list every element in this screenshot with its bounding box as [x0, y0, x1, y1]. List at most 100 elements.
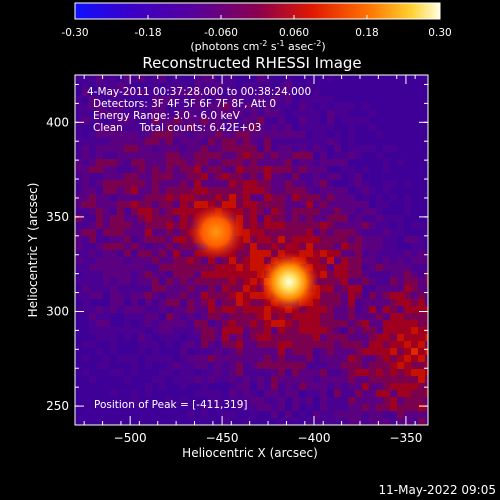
heatmap-cell: [334, 397, 341, 404]
heatmap-cell: [124, 152, 131, 159]
heatmap-cell: [250, 89, 257, 96]
heatmap-cell: [348, 159, 355, 166]
annotation-detectors: Detectors: 3F 4F 5F 6F 7F 8F, Att 0: [93, 98, 276, 110]
heatmap-cell: [418, 180, 425, 187]
heatmap-cell: [397, 131, 404, 138]
heatmap-cell: [173, 299, 180, 306]
heatmap-cell: [103, 397, 110, 404]
heatmap-cell: [292, 411, 299, 418]
heatmap-cell: [236, 418, 243, 425]
heatmap-cell: [418, 355, 425, 362]
heatmap-cell: [299, 194, 306, 201]
heatmap-cell: [418, 187, 425, 194]
heatmap-cell: [411, 278, 418, 285]
heatmap-cell: [411, 173, 418, 180]
heatmap-cell: [187, 82, 194, 89]
heatmap-cell: [292, 201, 299, 208]
heatmap-cell: [334, 285, 341, 292]
heatmap-cell: [285, 187, 292, 194]
heatmap-cell: [250, 243, 257, 250]
heatmap-cell: [299, 236, 306, 243]
heatmap-cell: [390, 215, 397, 222]
heatmap-cell: [173, 306, 180, 313]
heatmap-cell: [124, 250, 131, 257]
heatmap-cell: [355, 250, 362, 257]
heatmap-cell: [82, 229, 89, 236]
heatmap-cell: [257, 418, 264, 425]
heatmap-cell: [103, 194, 110, 201]
heatmap-cell: [152, 383, 159, 390]
heatmap-cell: [124, 320, 131, 327]
heatmap-cell: [285, 138, 292, 145]
heatmap-cell: [103, 257, 110, 264]
heatmap-cell: [166, 369, 173, 376]
heatmap-cell: [222, 299, 229, 306]
heatmap-cell: [292, 313, 299, 320]
heatmap-cell: [313, 75, 320, 82]
heatmap-cell: [313, 236, 320, 243]
heatmap-cell: [313, 89, 320, 96]
heatmap-cell: [194, 348, 201, 355]
heatmap-cell: [383, 355, 390, 362]
heatmap-cell: [362, 390, 369, 397]
heatmap-cell: [89, 152, 96, 159]
heatmap-cell: [96, 75, 103, 82]
heatmap-cell: [159, 278, 166, 285]
heatmap-cell: [327, 376, 334, 383]
heatmap-cell: [425, 257, 428, 264]
heatmap-cell: [110, 334, 117, 341]
heatmap-cell: [243, 264, 250, 271]
heatmap-cell: [264, 138, 271, 145]
heatmap-cell: [138, 411, 145, 418]
footer-timestamp: 11-May-2022 09:05: [379, 483, 496, 497]
heatmap-cell: [89, 194, 96, 201]
heatmap-cell: [257, 96, 264, 103]
heatmap-cell: [117, 264, 124, 271]
heatmap-cell: [236, 75, 243, 82]
heatmap-cell: [341, 82, 348, 89]
heatmap-cell: [103, 390, 110, 397]
heatmap-cell: [110, 250, 117, 257]
heatmap-cell: [250, 348, 257, 355]
heatmap-cell: [383, 166, 390, 173]
heatmap-cell: [138, 194, 145, 201]
heatmap-cell: [355, 208, 362, 215]
heatmap-cell: [89, 166, 96, 173]
heatmap-cell: [355, 215, 362, 222]
heatmap-cell: [103, 89, 110, 96]
heatmap-cell: [355, 236, 362, 243]
heatmap-cell: [82, 145, 89, 152]
heatmap-cell: [418, 327, 425, 334]
heatmap-cell: [285, 411, 292, 418]
heatmap-cell: [320, 103, 327, 110]
heatmap-cell: [152, 341, 159, 348]
heatmap-cell: [306, 208, 313, 215]
heatmap-cell: [194, 271, 201, 278]
heatmap-cell: [89, 208, 96, 215]
heatmap-cell: [82, 404, 89, 411]
heatmap-cell: [313, 362, 320, 369]
heatmap-cell: [194, 124, 201, 131]
heatmap-cell: [236, 159, 243, 166]
heatmap-cell: [376, 376, 383, 383]
heatmap-cell: [145, 117, 152, 124]
heatmap-cell: [131, 208, 138, 215]
heatmap-cell: [369, 173, 376, 180]
heatmap-cell: [390, 306, 397, 313]
heatmap-cell: [222, 313, 229, 320]
heatmap-cell: [82, 285, 89, 292]
heatmap-cell: [362, 313, 369, 320]
heatmap-cell: [320, 257, 327, 264]
heatmap-cell: [278, 208, 285, 215]
heatmap-cell: [334, 355, 341, 362]
heatmap-cell: [383, 390, 390, 397]
heatmap-cell: [397, 292, 404, 299]
heatmap-cell: [215, 334, 222, 341]
heatmap-cell: [425, 341, 428, 348]
heatmap-cell: [369, 117, 376, 124]
heatmap-cell: [376, 418, 383, 425]
heatmap-cell: [334, 369, 341, 376]
heatmap-cell: [383, 89, 390, 96]
heatmap-cell: [411, 145, 418, 152]
heatmap-cell: [306, 341, 313, 348]
